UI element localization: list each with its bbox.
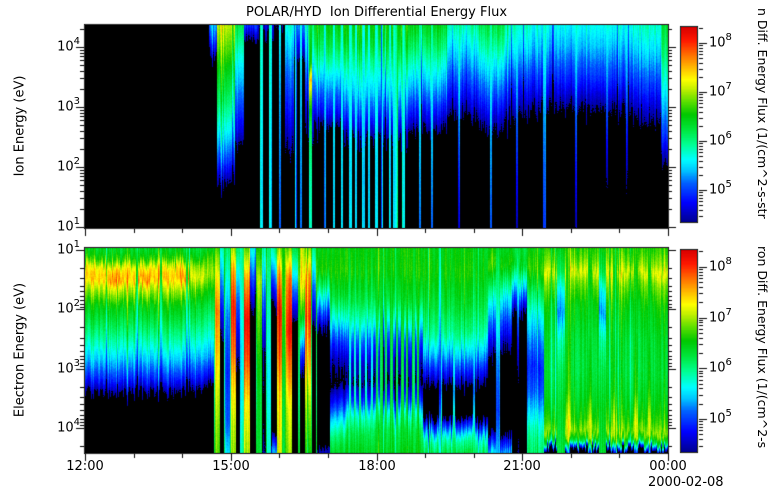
electron-colorbar	[681, 250, 697, 452]
colorbar-tick-label: 106	[709, 130, 732, 149]
y-tick-label: 103	[57, 358, 80, 377]
x-tick-label: 21:00	[503, 459, 541, 474]
colorbar-tick-label: 107	[709, 81, 732, 100]
y-tick-label: 103	[57, 96, 80, 115]
ion-colorbar-label: n Diff. Energy Flux (1/(cm^2-s-str	[755, 8, 770, 219]
plot-title: POLAR/HYD Ion Differential Energy Flux	[245, 5, 508, 20]
electron-colorbar-label: ron Diff. Energy Flux (1/(cm^2-s	[755, 246, 770, 449]
colorbar-tick-label: 105	[709, 408, 732, 427]
x-tick-label: 18:00	[358, 459, 396, 474]
y-tick-label: 101	[57, 216, 80, 235]
y-tick-label: 102	[57, 156, 80, 175]
y-tick-label: 104	[57, 417, 80, 436]
x-tick-label: 00:00	[649, 459, 687, 474]
x-tick-label: 12:00	[66, 459, 104, 474]
date-label: 2000-02-08	[648, 475, 724, 490]
x-tick-label: 15:00	[212, 459, 250, 474]
colorbar-tick-label: 108	[709, 256, 732, 275]
colorbar-tick-label: 108	[709, 32, 732, 51]
ion-spectrogram-canvas	[85, 25, 668, 228]
colorbar-tick-label: 106	[709, 357, 732, 376]
colorbar-tick-label: 105	[709, 179, 732, 198]
electron-y-axis-label: Electron Energy (eV)	[12, 282, 28, 418]
electron-spectrogram-canvas	[85, 248, 668, 453]
ion-y-axis-label: Ion Energy (eV)	[12, 75, 28, 177]
y-tick-label: 101	[57, 239, 80, 258]
ion-colorbar	[681, 27, 697, 222]
y-tick-label: 104	[57, 36, 80, 55]
colorbar-tick-label: 107	[709, 307, 732, 326]
y-tick-label: 102	[57, 298, 80, 317]
